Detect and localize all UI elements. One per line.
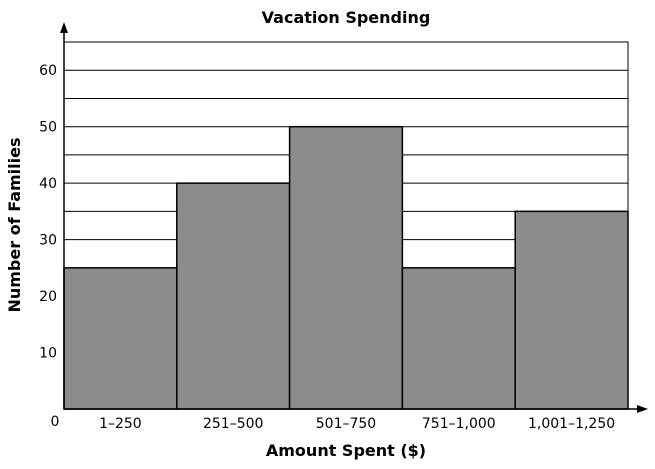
y-tick-label: 50	[39, 120, 57, 136]
y-tick-label: 40	[39, 176, 57, 192]
x-tick-label: 1,001–1,250	[528, 416, 615, 432]
x-tick-label: 501–750	[316, 416, 376, 432]
bar	[288, 125, 404, 410]
origin-label: 0	[51, 414, 60, 430]
x-axis-arrow-icon	[637, 405, 648, 413]
bar	[176, 182, 291, 410]
bar	[401, 267, 516, 410]
y-axis-arrow-icon	[60, 22, 68, 33]
chart-title: Vacation Spending	[262, 8, 431, 27]
x-axis-label: Amount Spent ($)	[266, 441, 426, 460]
bar	[514, 210, 629, 410]
x-tick-label: 251–500	[203, 416, 263, 432]
y-axis-label: Number of Families	[5, 137, 24, 312]
y-tick-label: 30	[39, 233, 57, 249]
y-tick-labels: 10 20 30 40 50 60	[39, 63, 57, 361]
x-tick-label: 1–250	[99, 416, 142, 432]
y-tick-label: 60	[39, 63, 57, 79]
x-tick-label: 751–1,000	[422, 416, 496, 432]
x-tick-labels: 1–250 251–500 501–750 751–1,000 1,001–1,250	[99, 416, 615, 432]
y-tick-label: 20	[39, 289, 57, 305]
y-tick-label: 10	[39, 346, 57, 362]
bar	[63, 267, 178, 410]
bars	[63, 125, 629, 410]
